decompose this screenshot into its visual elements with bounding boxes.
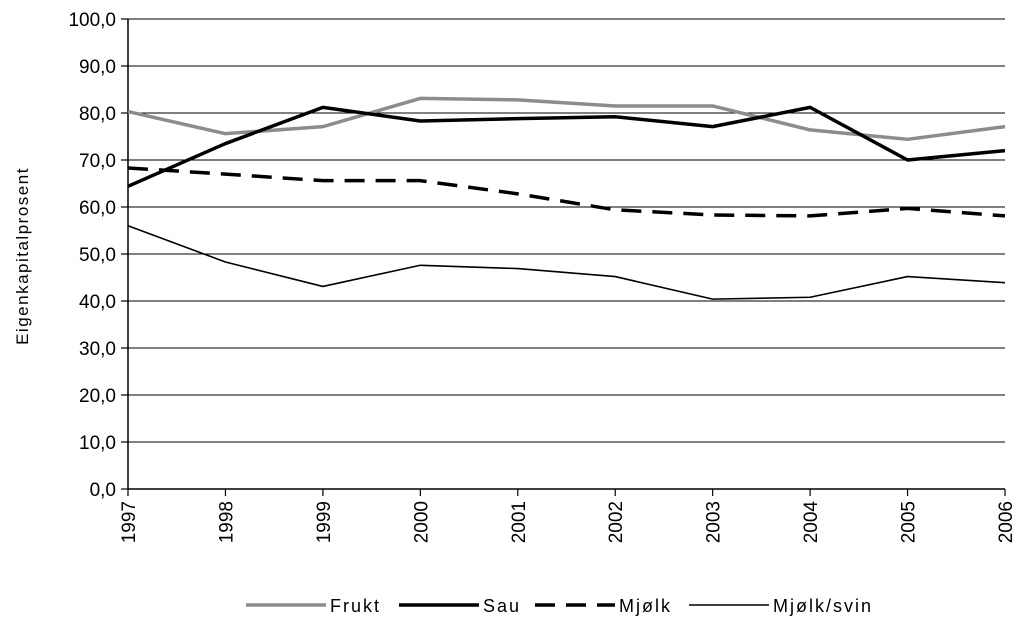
y-tick-label: 50,0 <box>79 245 116 266</box>
y-tick-label: 20,0 <box>79 386 116 407</box>
legend-label: Frukt <box>330 596 381 616</box>
x-tick-label: 2002 <box>606 501 627 543</box>
legend-label: Sau <box>483 596 521 616</box>
y-tick-label: 90,0 <box>79 57 116 78</box>
y-tick-label: 30,0 <box>79 339 116 360</box>
x-tick-label: 2000 <box>411 501 432 543</box>
x-tick-label: 2004 <box>801 501 822 544</box>
legend-label: Mjølk/svin <box>773 596 873 616</box>
x-tick-label: 2005 <box>899 501 920 543</box>
x-tick-label: 1999 <box>314 501 335 543</box>
x-tick-label: 2001 <box>509 501 530 543</box>
y-tick-label: 80,0 <box>79 104 116 125</box>
gridlines <box>121 18 1005 490</box>
x-tick-labels: 1997 1998 1999 2000 2001 2002 2003 2004 2005 2006 <box>119 489 1017 543</box>
y-axis-label: Eigenkapitalprosent <box>13 167 32 345</box>
x-tick-label: 1998 <box>216 501 237 543</box>
y-tick-label: 0,0 <box>90 480 116 501</box>
y-tick-label: 100,0 <box>68 10 116 31</box>
y-tick-label: 10,0 <box>79 433 116 454</box>
legend: Frukt Sau Mjølk Mjølk/svin <box>246 596 873 616</box>
axes <box>127 19 1005 490</box>
series-lines <box>127 96 1006 300</box>
x-tick-label: 1997 <box>119 501 140 543</box>
series-line-2 <box>127 105 1006 188</box>
x-tick-label: 2003 <box>704 501 725 543</box>
y-tick-label: 60,0 <box>79 198 116 219</box>
series-line-3 <box>127 166 1006 218</box>
y-tick-label: 70,0 <box>79 151 116 172</box>
y-tick-label: 40,0 <box>79 292 116 313</box>
x-tick-label: 2006 <box>996 501 1017 543</box>
legend-label: Mjølk <box>619 596 672 616</box>
series-line-4 <box>127 225 1006 300</box>
y-tick-labels: 0,0 10,0 20,0 30,0 40,0 50,0 60,0 70,0 80,0 90,0 1… <box>68 10 116 501</box>
